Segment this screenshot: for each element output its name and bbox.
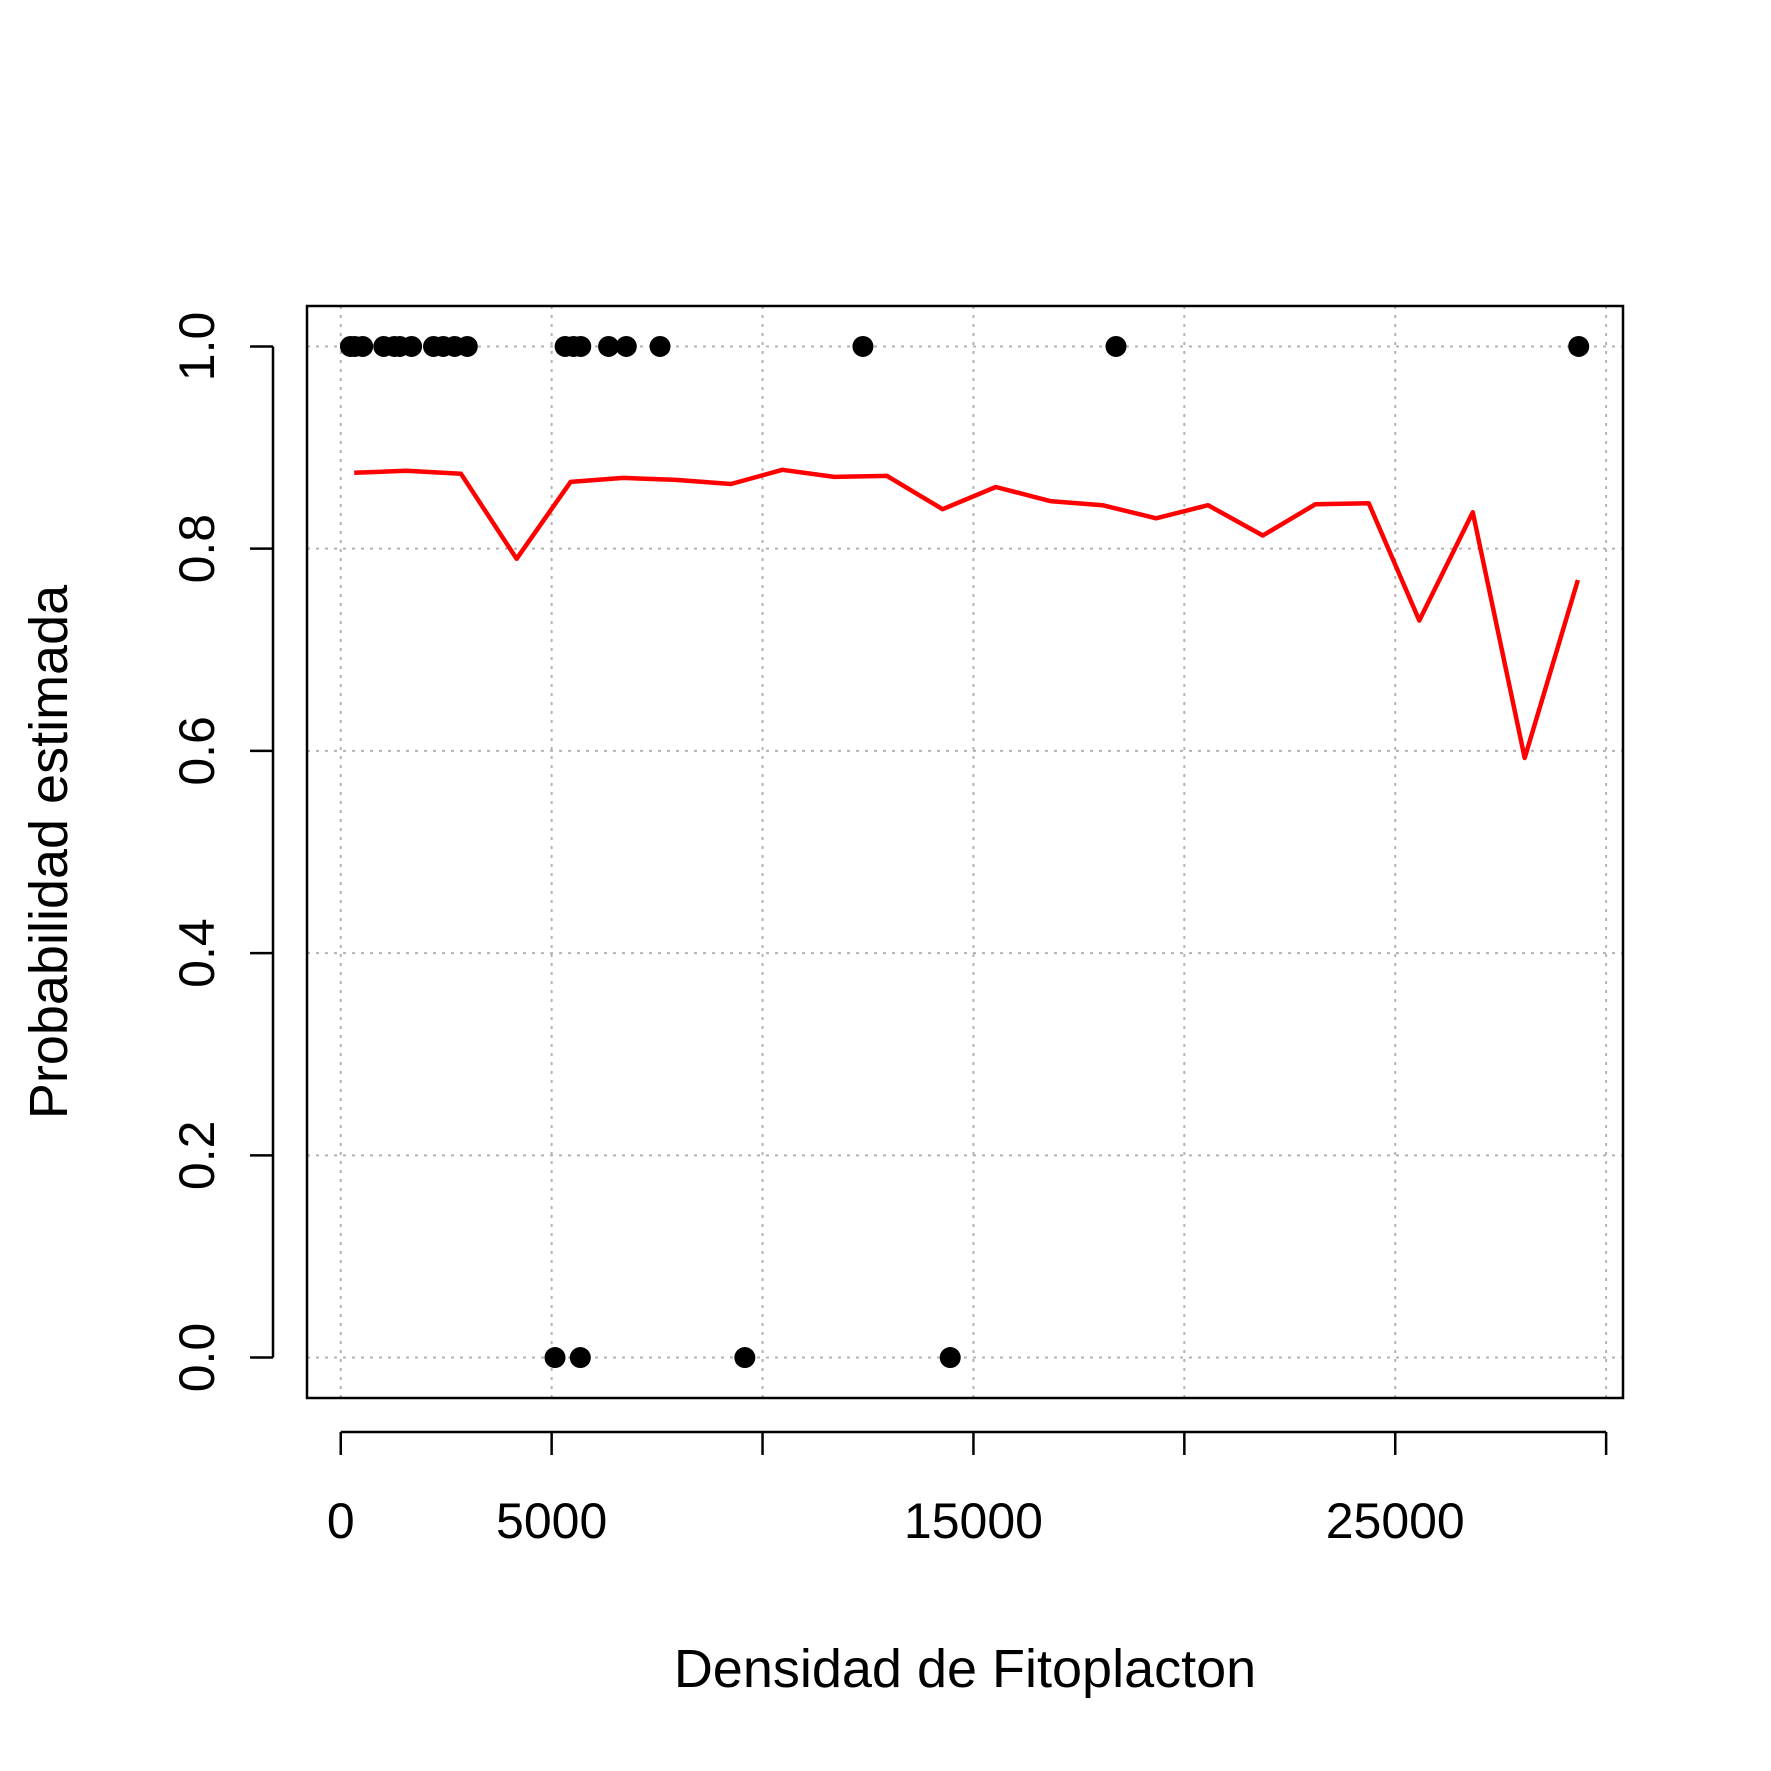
- y-tick-label: 0.6: [169, 716, 225, 786]
- observation-point: [598, 335, 620, 357]
- observation-point: [544, 1347, 566, 1369]
- observation-point: [852, 335, 874, 357]
- observation-point: [1568, 335, 1590, 357]
- observation-point: [569, 1347, 591, 1369]
- x-tick-label: 5000: [496, 1493, 607, 1549]
- observation-point: [456, 335, 478, 357]
- fitted-line-layer: [354, 467, 1581, 761]
- y-axis-title: Probabilidad estimada: [19, 584, 79, 1119]
- observation-point: [734, 1347, 756, 1369]
- y-tick-label: 0.2: [169, 1121, 225, 1191]
- x-tick-label: 15000: [904, 1493, 1043, 1549]
- x-tick-label: 25000: [1326, 1493, 1465, 1549]
- observation-point: [570, 335, 592, 357]
- y-tick-label: 1.0: [169, 312, 225, 382]
- plot-frame: [305, 304, 1625, 1400]
- x-tick-label: 0: [327, 1493, 355, 1549]
- x-axis: 0 5000 15000 25000: [327, 1430, 1608, 1549]
- y-axis: 0.0 0.2 0.4 0.6 0.8 1.0: [169, 312, 275, 1393]
- y-tick-label: 0.4: [169, 918, 225, 988]
- grid: [307, 306, 1623, 1398]
- points-layer: [339, 335, 1590, 1369]
- y-tick-label: 0.0: [169, 1323, 225, 1393]
- observation-point: [401, 335, 423, 357]
- observation-point: [649, 335, 671, 357]
- fitted-probability-line: [354, 467, 1581, 761]
- observation-point: [939, 1347, 961, 1369]
- y-tick-label: 0.8: [169, 514, 225, 584]
- observation-point: [1105, 335, 1127, 357]
- observation-point: [352, 335, 374, 357]
- observation-point: [615, 335, 637, 357]
- x-axis-title: Densidad de Fitoplacton: [674, 1639, 1256, 1699]
